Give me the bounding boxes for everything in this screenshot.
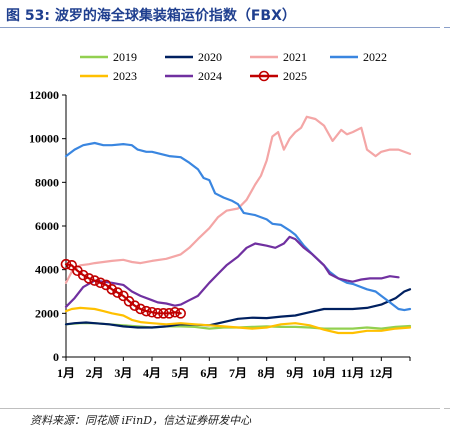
figure-title: 图 53: 波罗的海全球集装箱运价指数（FBX） (6, 8, 296, 24)
point-marker-2025 (163, 308, 175, 319)
legend-item-2022: 2022 (330, 50, 387, 64)
point-marker-2025 (118, 290, 129, 302)
fbx-line-chart: 2019 2020 2021 2022 2023 2024 2025 0 2000 4000 60… (29, 50, 412, 380)
point-marker-2025 (112, 287, 123, 298)
y-tick-label: 2000 (35, 306, 59, 320)
y-tick-label: 10000 (29, 132, 59, 146)
y-tick-label: 0 (53, 350, 59, 364)
x-tick-label: 11月 (341, 366, 364, 380)
x-axis: 1月 2月 3月 4月 5月 6月 7月 8月 9月 10月 11月 12月 (57, 356, 411, 380)
x-tick-label: 6月 (200, 366, 218, 380)
series-line-2021 (64, 115, 412, 284)
y-tick-label: 8000 (35, 175, 59, 189)
x-tick-label: 9月 (286, 366, 304, 380)
legend-label: 2022 (363, 50, 387, 64)
point-marker-2025 (158, 308, 169, 319)
legend-label: 2024 (198, 69, 222, 83)
point-marker-2025 (89, 275, 100, 286)
legend-label: 2025 (283, 69, 307, 83)
point-marker-2025 (135, 303, 146, 315)
series-line-2024 (64, 235, 400, 308)
point-marker-2025 (77, 269, 89, 281)
legend-item-2025: 2025 (250, 69, 307, 83)
chart-series (60, 115, 412, 335)
source-note: 资料来源：同花顺 iFinD，信达证券研发中心 (30, 414, 252, 427)
legend-label: 2021 (283, 50, 307, 64)
legend-label: 2019 (113, 50, 137, 64)
point-marker-2025 (146, 306, 158, 318)
x-tick-label: 4月 (143, 366, 161, 380)
x-tick-label: 5月 (172, 366, 190, 380)
x-tick-label: 3月 (114, 366, 132, 380)
series-line-2020 (64, 288, 412, 329)
point-marker-2025 (169, 306, 181, 318)
point-marker-2025 (175, 308, 186, 319)
title-divider-tick (444, 27, 450, 28)
legend-item-2023: 2023 (80, 69, 137, 83)
y-tick-label: 6000 (35, 219, 59, 233)
y-tick-label: 12000 (29, 88, 59, 102)
point-marker-2025 (140, 305, 152, 317)
point-marker-2025 (129, 300, 141, 311)
y-tick-label: 4000 (35, 263, 59, 277)
point-marker-2025 (106, 284, 118, 295)
series-line-2023 (64, 306, 412, 335)
chart-legend: 2019 2020 2021 2022 2023 2024 2025 (80, 50, 387, 83)
point-marker-2025 (83, 273, 95, 284)
legend-label: 2023 (113, 69, 137, 83)
x-tick-label: 1月 (57, 366, 75, 380)
x-tick-label: 2月 (86, 366, 104, 380)
legend-item-2020: 2020 (165, 50, 222, 64)
footer-divider-tick (444, 408, 450, 409)
x-tick-label: 7月 (229, 366, 247, 380)
x-tick-label: 8月 (258, 366, 276, 380)
point-marker-2025 (95, 277, 106, 289)
series-line-2022 (64, 141, 412, 312)
point-marker-2025 (66, 259, 78, 271)
title-divider (0, 27, 440, 28)
footer-divider (0, 408, 440, 409)
figure-header: 图 53: 波罗的海全球集装箱运价指数（FBX） (0, 0, 453, 28)
legend-item-2021: 2021 (250, 50, 307, 64)
point-marker-2025 (60, 258, 72, 270)
y-axis: 0 2000 4000 6000 8000 10000 12000 (29, 88, 67, 364)
legend-marker-2025 (258, 70, 270, 82)
legend-item-2024: 2024 (165, 69, 222, 83)
legend-label: 2020 (198, 50, 222, 64)
legend-item-2019: 2019 (80, 50, 137, 64)
x-tick-label: 12月 (369, 366, 393, 380)
point-marker-2025 (152, 308, 164, 319)
x-tick-label: 10月 (312, 366, 336, 380)
